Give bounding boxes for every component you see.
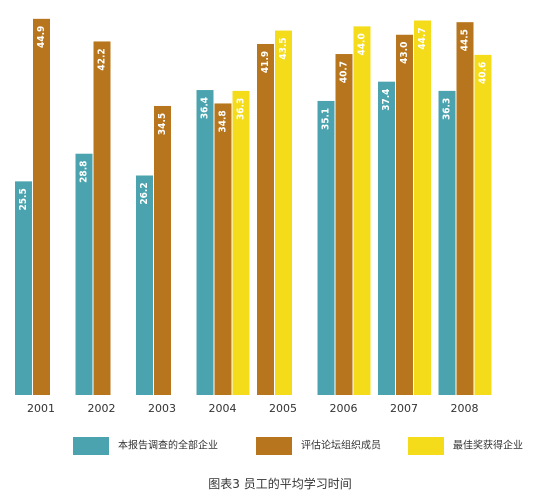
- bar-2007-series-1: [378, 81, 395, 395]
- bar-2008-series-3: [474, 54, 492, 396]
- data-label: 43.0: [399, 42, 410, 64]
- x-tick-label: 2002: [88, 402, 116, 415]
- data-label: 44.0: [357, 33, 368, 55]
- legend-swatch-series-3: [408, 437, 444, 455]
- bar-2006-series-1: [317, 100, 335, 395]
- bar-2004-series-3: [232, 90, 250, 396]
- x-tick-label: 2004: [209, 402, 237, 415]
- data-label: 44.7: [417, 27, 428, 49]
- data-label: 40.7: [339, 61, 350, 83]
- bar-2003-series-1: [136, 175, 153, 395]
- bar-2008-series-2: [456, 22, 474, 395]
- data-label: 25.5: [18, 188, 29, 210]
- data-label: 28.8: [79, 161, 90, 183]
- bar-2004-series-2: [214, 103, 232, 395]
- legend-label: 最佳奖获得企业: [453, 439, 523, 452]
- data-label: 41.9: [260, 51, 271, 73]
- legend-swatch-series-2: [256, 437, 292, 455]
- bar-2002-series-2: [93, 41, 111, 396]
- legend-label: 本报告调查的全部企业: [118, 439, 218, 452]
- data-label: 36.3: [236, 98, 247, 120]
- data-label: 44.5: [460, 29, 471, 51]
- bar-2008-series-1: [438, 90, 456, 396]
- x-tick-label: 2008: [451, 402, 479, 415]
- x-tick-label: 2006: [330, 402, 358, 415]
- data-label: 36.4: [200, 97, 211, 119]
- data-label: 40.6: [478, 62, 489, 84]
- bar-2005-series-2: [257, 43, 274, 396]
- x-tick-label: 2007: [390, 402, 418, 415]
- legend-label: 评估论坛组织成员: [301, 439, 381, 452]
- bar-2005-series-3: [275, 30, 292, 396]
- bar-2004-series-1: [196, 90, 214, 395]
- data-label: 44.9: [36, 26, 47, 48]
- data-label: 34.8: [218, 110, 229, 132]
- data-label: 43.5: [278, 37, 289, 59]
- legend-swatch-series-1: [73, 437, 109, 455]
- bar-2001-series-1: [15, 181, 32, 395]
- x-tick-label: 2005: [269, 402, 297, 415]
- data-label: 34.5: [157, 113, 168, 135]
- data-label: 35.1: [321, 108, 332, 130]
- bar-2002-series-1: [75, 153, 93, 395]
- chart-caption: 图表3 员工的平均学习时间: [208, 477, 352, 491]
- bar-2003-series-2: [154, 105, 171, 395]
- bar-2007-series-3: [414, 20, 431, 395]
- bar-2001-series-2: [33, 18, 50, 396]
- bar-2007-series-2: [396, 34, 413, 395]
- bar-chart: 25.5 44.9 2001 28.8 42.2 2002 26.2 34.5 2003 36.4…: [15, 18, 523, 455]
- x-tick-label: 2001: [27, 402, 55, 415]
- bar-2006-series-3: [353, 26, 371, 395]
- data-label: 26.2: [139, 182, 150, 204]
- data-label: 37.4: [381, 89, 392, 111]
- data-label: 42.2: [97, 48, 108, 70]
- bar-2006-series-2: [335, 54, 353, 395]
- x-tick-label: 2003: [148, 402, 176, 415]
- data-label: 36.3: [442, 98, 453, 120]
